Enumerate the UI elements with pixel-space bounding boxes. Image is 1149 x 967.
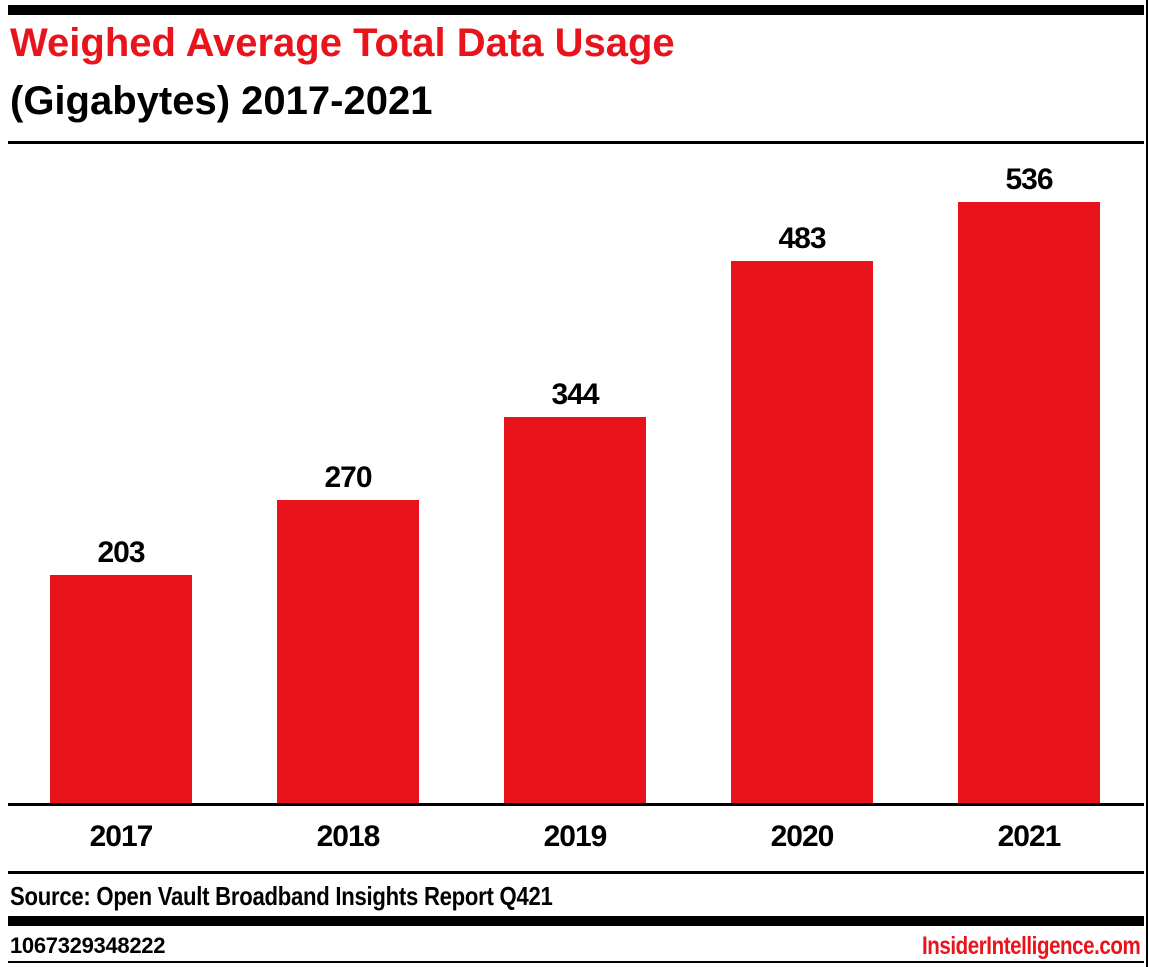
bar-group: 203 [50,538,192,803]
bar [958,202,1100,803]
footer-brand-url: InsiderIntelligence.com [921,932,1141,960]
x-axis-line [8,803,1144,806]
bar-value-label: 536 [1005,163,1053,196]
bar-value-label: 483 [778,222,826,255]
source-note: Source: Open Vault Broadband Insights Re… [10,881,553,911]
top-accent-bar [8,5,1144,15]
bar [277,500,419,803]
bar-group: 536 [958,165,1100,803]
bar [731,261,873,803]
title-divider-line [8,141,1144,144]
bar-value-label: 203 [97,536,145,569]
bar-group: 270 [277,463,419,803]
bar-group: 483 [731,224,873,803]
footer-accent-bar [8,916,1144,926]
footer-chart-id: 1067329348222 [10,933,166,958]
x-axis-tick-label: 2018 [316,820,381,853]
source-divider-line [8,871,1144,874]
bar-value-label: 344 [551,378,599,411]
chart-title-line1: Weighed Average Total Data Usage [10,21,675,65]
right-border-line [1146,0,1148,967]
chart-title-line2: (Gigabytes) 2017-2021 [10,79,433,123]
bar-group: 344 [504,380,646,803]
chart-title: Weighed Average Total Data Usage (Gigaby… [10,14,675,130]
x-axis-tick-label: 2019 [543,820,608,853]
bar [50,575,192,803]
x-axis-tick-label: 2020 [770,820,835,853]
bottom-border-line [8,961,1144,963]
bar-value-label: 270 [324,461,372,494]
bar-chart-plot-area: 203 270 344 483 536 [8,146,1144,803]
x-axis-category-labels: 2017 2018 2019 2020 2021 [8,808,1144,866]
bar [504,417,646,803]
x-axis-tick-label: 2017 [89,820,154,853]
x-axis-tick-label: 2021 [997,820,1062,853]
